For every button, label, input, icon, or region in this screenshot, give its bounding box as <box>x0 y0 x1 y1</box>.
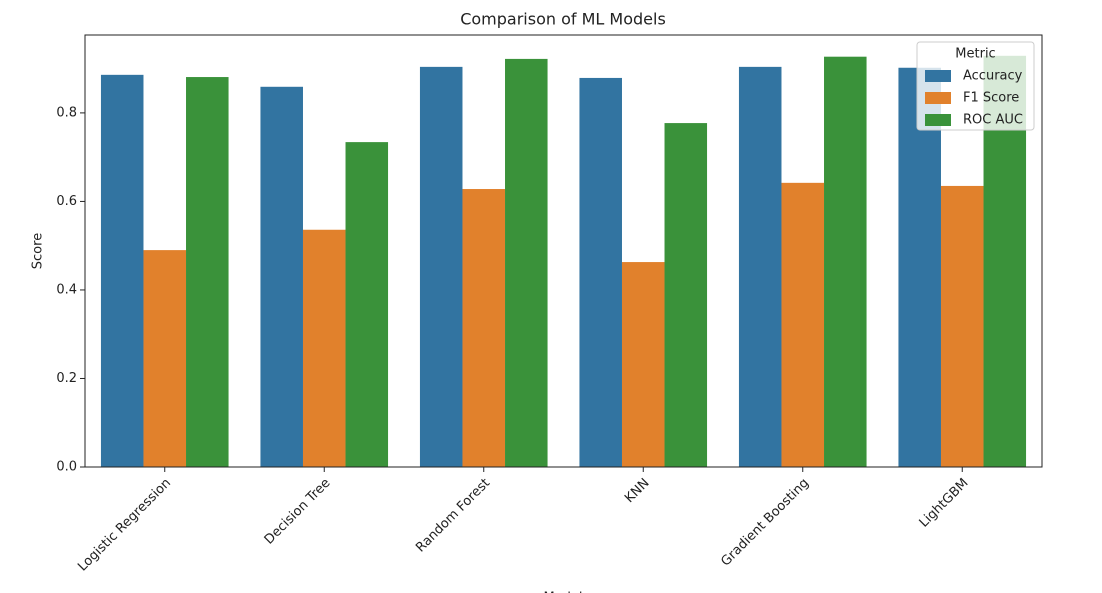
y-tick-label: 0.6 <box>56 194 77 209</box>
y-tick-label: 0.8 <box>56 105 77 120</box>
plot-frame <box>84 34 1043 468</box>
x-axis-label: Model <box>543 591 582 593</box>
x-tick-label: LightGBM <box>917 476 972 531</box>
bar <box>579 77 622 468</box>
bar <box>260 86 303 467</box>
x-tick-label: Random Forest <box>413 476 493 556</box>
bar <box>824 56 867 467</box>
legend-label: Accuracy <box>963 69 1023 84</box>
bar <box>898 67 941 468</box>
bar <box>345 142 389 468</box>
bar <box>100 74 144 468</box>
bar <box>781 182 825 467</box>
bar <box>738 66 782 468</box>
legend-label: ROC AUC <box>963 113 1023 128</box>
legend-box <box>916 41 1035 131</box>
x-tick-label: Logistic Regression <box>75 476 174 575</box>
y-tick-label: 0.2 <box>56 371 77 386</box>
bar <box>664 123 708 467</box>
legend: Metric Accuracy F1 Score ROC AUC <box>916 41 1035 131</box>
legend-swatch <box>925 70 951 82</box>
legend-label: F1 Score <box>963 91 1019 106</box>
bar <box>621 262 665 467</box>
bar <box>419 66 463 468</box>
x-tick-label: KNN <box>622 476 652 506</box>
bar <box>940 185 984 467</box>
y-tick-label: 0.0 <box>56 460 77 475</box>
bar <box>505 58 548 467</box>
bar <box>462 189 506 468</box>
legend-title: Metric <box>955 47 995 62</box>
chart-title: Comparison of ML Models <box>460 10 666 29</box>
bar <box>302 229 346 467</box>
legend-swatch <box>925 114 951 126</box>
x-tick-label: Gradient Boosting <box>718 476 812 570</box>
bar <box>186 77 229 467</box>
legend-swatch <box>925 92 951 104</box>
bar <box>143 250 187 467</box>
y-tick-label: 0.4 <box>56 282 77 297</box>
x-tick-label: Decision Tree <box>262 476 334 548</box>
y-axis-label: Score <box>31 233 46 269</box>
